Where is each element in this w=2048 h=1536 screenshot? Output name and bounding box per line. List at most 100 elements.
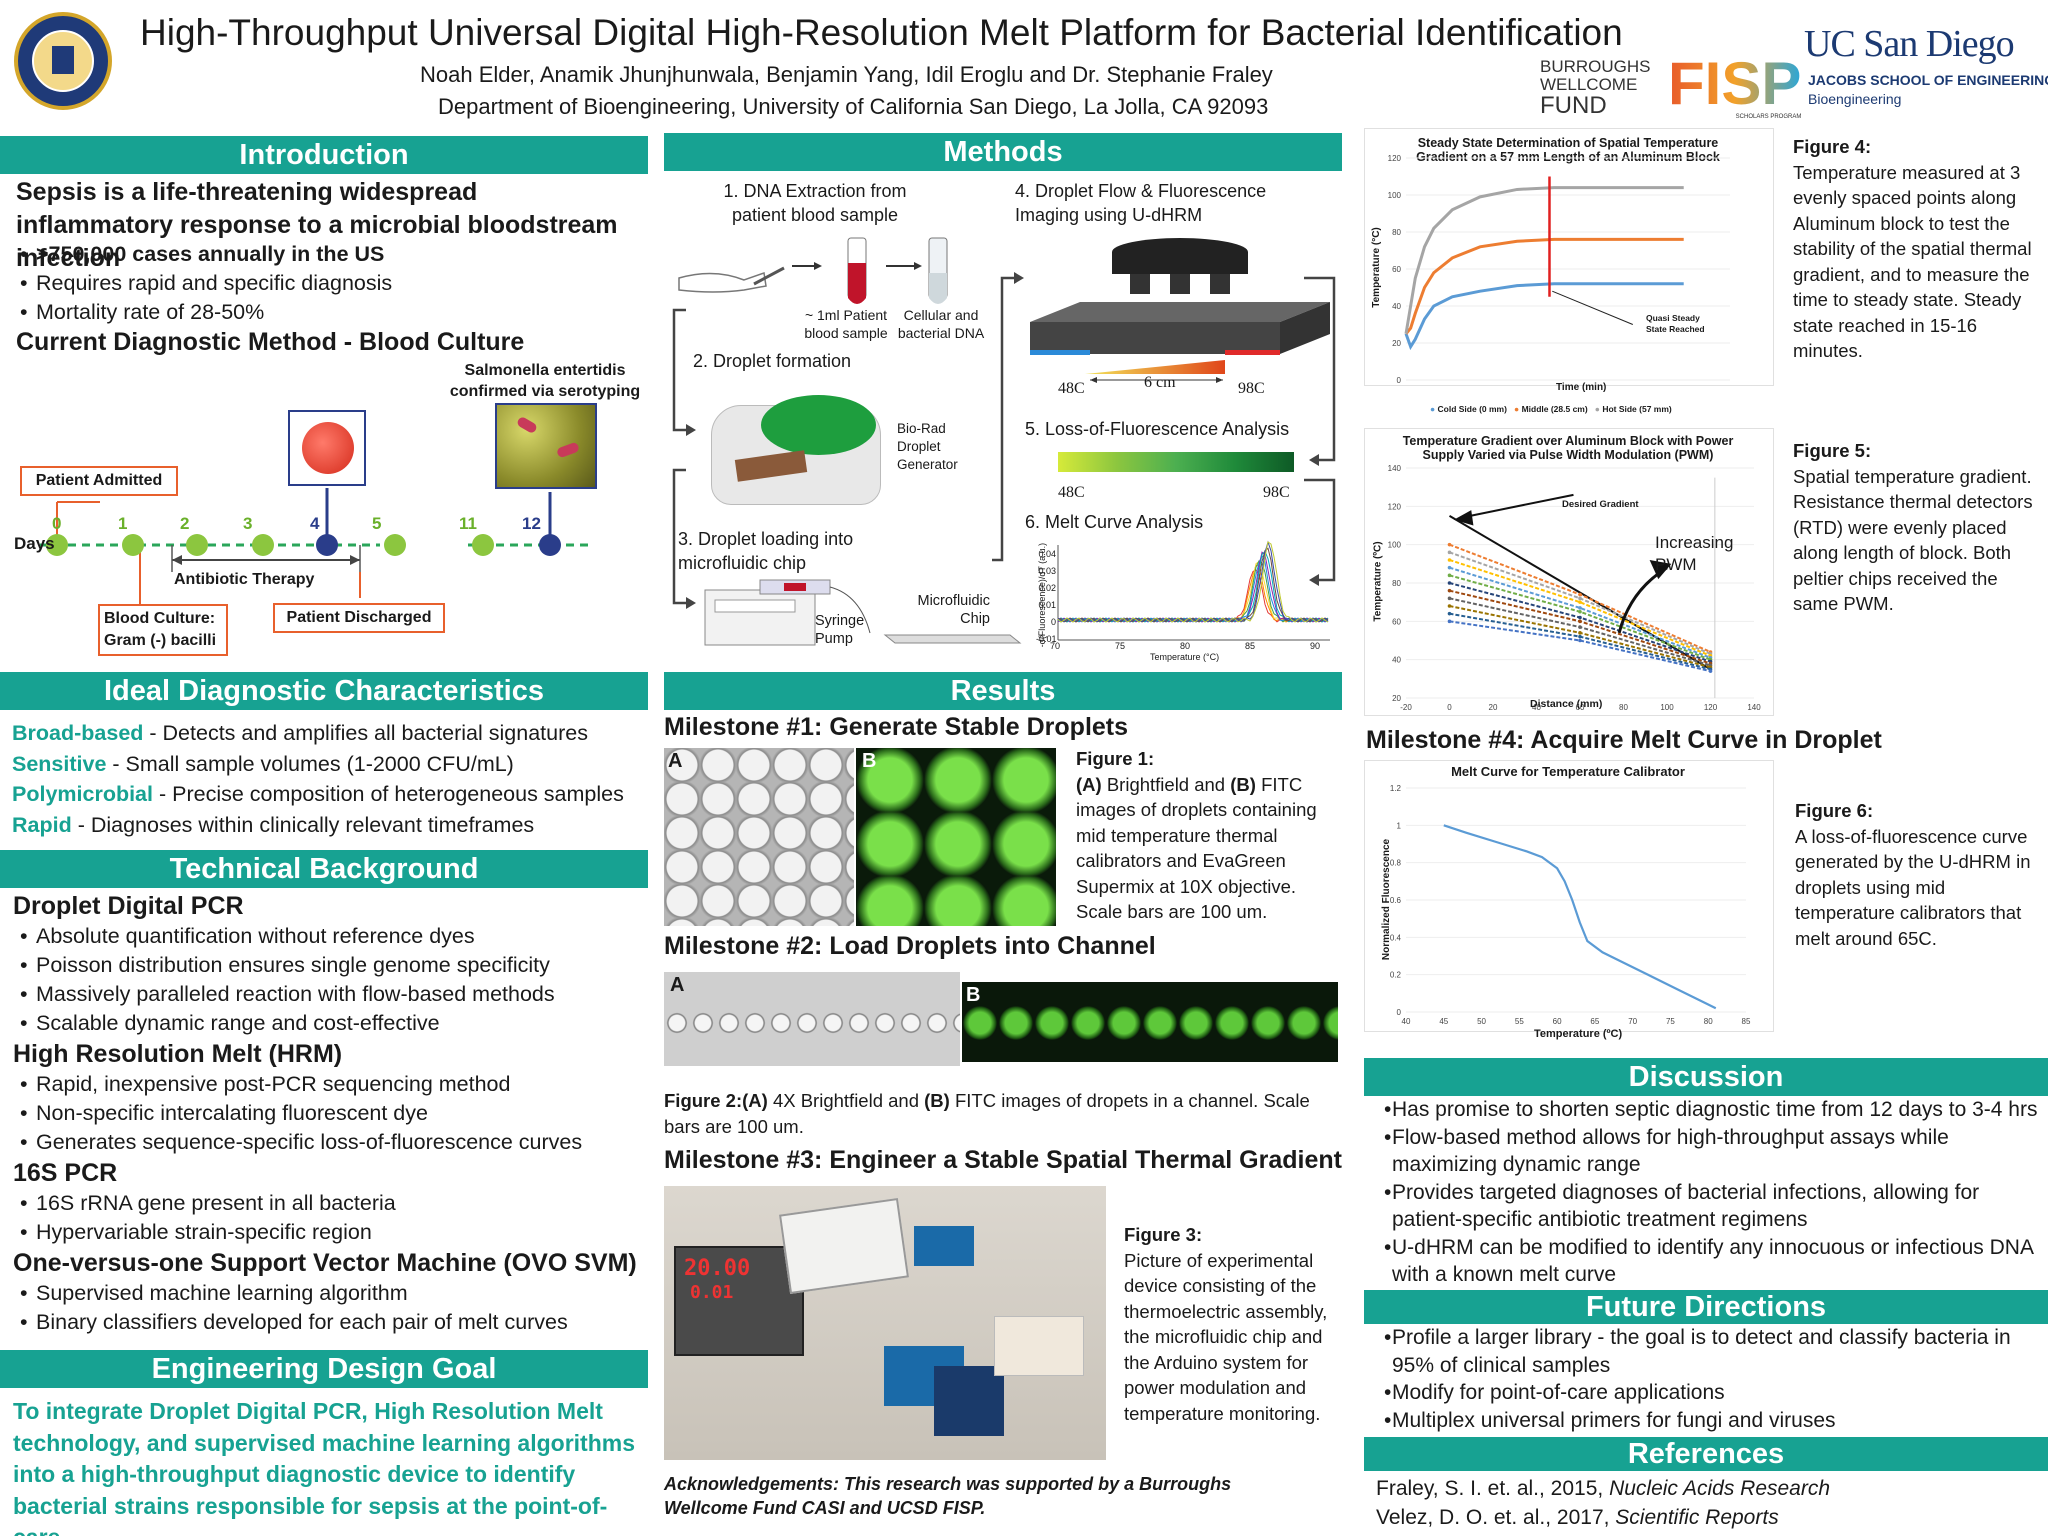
data-point [1578,596,1582,601]
fig5-xlabel: Distance (mm) [1530,698,1603,710]
desired-arrowhead [1453,510,1474,526]
melt-xticks: 70 75 80 85 90 [1050,641,1320,651]
y-tick-label: 120 [1388,154,1402,163]
figure-6-caption: Figure 6: A loss-of-fluorescence curve ge… [1795,800,2031,949]
acknowledgements: Acknowledgements: This research was supp… [664,1474,1232,1518]
salmonella-microscopy-image [495,403,597,489]
y-tick-label: 60 [1392,617,1401,626]
fitc-channel-image: B [962,982,1338,1062]
experimental-device-photo: 20.00 0.01 [664,1186,1106,1460]
references-heading: References [1364,1437,2048,1471]
technical-body: Droplet Digital PCR Absolute quantificat… [0,890,648,1337]
antibiotic-therapy-label: Antibiotic Therapy [174,571,315,588]
fitc-droplets-image: B [856,748,1056,926]
x-tick-label: 10 [1494,385,1503,386]
list-item: Massively paralleled reaction with flow-… [0,980,648,1009]
y-tick-label: 120 [1388,502,1402,511]
method-step-2: 2. Droplet formation [693,351,852,371]
y-tick-label: 140 [1388,464,1402,473]
panel-label-b: B [862,750,877,772]
x-tick-label: 15 [1540,385,1549,386]
melt-trace [1057,541,1329,623]
melt-trace [1057,554,1329,623]
list-item: Scalable dynamic range and cost-effectiv… [0,1009,648,1038]
melt-yticks: 0.04 0.03 0.02 0.01 0 -0.01 [1036,549,1057,644]
day-2-dot [186,534,208,556]
section-ddpcr: Droplet Digital PCR [13,892,244,920]
future-heading: Future Directions [1364,1290,2048,1324]
fig4-title: Steady State Determination of Spatial Te… [1416,136,1720,164]
x-tick-label: 65 [1590,1017,1599,1026]
legend-middle: Middle (28.5 cm) [1521,404,1588,414]
day-0-dot [46,534,68,556]
data-point [1447,565,1452,570]
melt-trace [1057,564,1329,623]
pwm-arrowhead [1649,560,1672,580]
melt-trace [1057,560,1329,623]
day-11-dot [472,534,494,556]
data-point [1578,625,1582,629]
pwm-arrow [1617,566,1668,634]
list-item: Modify for point-of-care applications [1364,1379,2048,1407]
syringe-pump-diagram [704,579,1022,646]
method-step-1: 1. DNA Extraction from patient blood sam… [723,181,907,225]
x-tick-label: 0 [1404,385,1409,386]
section-svm: One-versus-one Support Vector Machine (O… [13,1249,637,1277]
y-tick-label: 100 [1388,191,1402,200]
day-1: 1 [118,514,128,533]
discussion-list: Has promise to shorten septic diagnostic… [1364,1096,2048,1289]
data-point [1578,592,1582,597]
blood-culture-box: Blood Culture: Gram (-) bacilli [98,604,228,656]
melt-trace [1057,569,1329,623]
list-item: Generates sequence-specific loss-of-fluo… [0,1128,648,1157]
y-tick-label: 80 [1392,579,1401,588]
future-list: Profile a larger library - the goal is t… [1364,1324,2048,1434]
list-item: Poisson distribution ensures single geno… [0,951,648,980]
y-tick-label: 20 [1392,339,1401,348]
day-12: 12 [522,514,541,533]
day-5: 5 [372,514,382,533]
fig5-title: Temperature Gradient over Aluminum Block… [1402,434,1734,462]
method-step-4: 4. Droplet Flow & Fluorescence Imaging u… [1015,181,1267,225]
dna-extraction-diagram [678,237,948,304]
y-tick-label: 1.2 [1390,784,1402,793]
series-line [1449,620,1711,673]
method-step-3: 3. Droplet loading into microfluidic chi… [678,529,854,573]
method-step-6: 6. Melt Curve Analysis [1025,512,1204,532]
list-item: >750,000 cases annually in the US [0,240,640,269]
fig4-legend: ● Cold Side (0 mm) ● Middle (28.5 cm) ● … [1430,404,1672,414]
y-tick-label: 40 [1392,656,1401,665]
panel-label-a: A [668,750,683,772]
fig4-xlabel: Time (min) [1556,382,1607,393]
fig4-ylabel: Temperature (°C) [1370,227,1382,308]
y-tick-label: 100 [1388,541,1402,550]
x-tick-label: 5 [1450,385,1455,386]
day-3-dot [252,534,274,556]
y-tick-label: 60 [1392,265,1401,274]
fig6-xlabel: Temperature (ºC) [1534,1028,1623,1040]
data-point [1447,619,1452,624]
references-list: Fraley, S. I. et. al., 2015, Nucleic Aci… [1376,1474,2036,1532]
x-tick-label: 80 [1704,1017,1713,1026]
fisp-logo: FISP SCHOLARS PROGRAM [1668,54,1801,121]
data-point [1447,611,1452,616]
day-2: 2 [180,514,190,533]
x-tick-label: 60 [1576,703,1585,712]
list-item: Rapid, inexpensive post-PCR sequencing m… [0,1070,648,1099]
intro-bullets: >750,000 cases annually in the US Requir… [0,240,640,327]
list-item: Absolute quantification without referenc… [0,922,648,951]
legend-hot: Hot Side (57 mm) [1602,404,1672,414]
fig5-desired-label: Desired Gradient [1562,499,1639,510]
x-tick-label: 30 [1679,385,1688,386]
list-item: Polymicrobial - Precise composition of h… [12,782,624,806]
current-method-heading: Current Diagnostic Method - Blood Cultur… [16,328,525,356]
reference-2: Velez, D. O. et. al., 2017, Scientific R… [1376,1506,1779,1529]
brightfield-channel-image: A [664,972,960,1066]
melt-trace [1058,547,1329,623]
data-point [1447,542,1452,547]
x-tick-label: 45 [1439,1017,1448,1026]
fig5-chart: 20 40 60 80 100 120 140 -20 0 20 40 60 80 100 120 140 [1388,464,1762,712]
methods-heading: Methods [664,133,1342,171]
x-tick-label: 20 [1587,385,1596,386]
bwf-line-3: FUND [1540,92,1607,119]
